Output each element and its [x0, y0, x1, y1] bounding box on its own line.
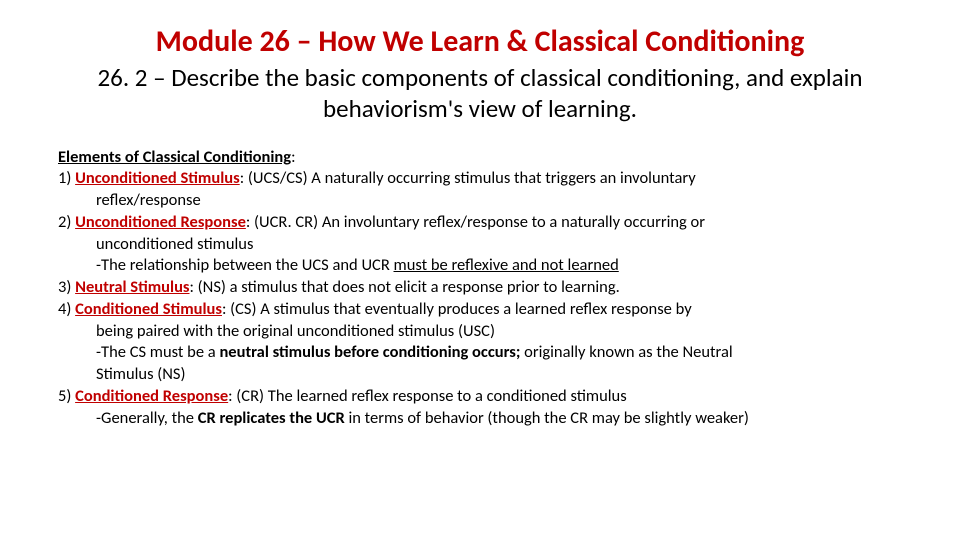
continuation: reflex/response [58, 190, 902, 212]
term: Neutral Stimulus [75, 277, 189, 297]
note: Stimulus (NS) [58, 364, 902, 386]
list-item: 4) Conditioned Stimulus: (CS) A stimulus… [58, 299, 902, 386]
term: Conditioned Stimulus [75, 299, 222, 319]
list-item: 2) Unconditioned Response: (UCR. CR) An … [58, 212, 902, 277]
note: -The CS must be a neutral stimulus befor… [58, 342, 902, 364]
definition: : (NS) a stimulus that does not elicit a… [190, 277, 620, 297]
item-number: 1) [58, 168, 71, 188]
section-header: Elements of Classical Conditioning: [58, 147, 902, 169]
section-head-text: Elements of Classical Conditioning [58, 147, 291, 167]
content-body: Elements of Classical Conditioning: 1) U… [58, 147, 902, 430]
module-title: Module 26 – How We Learn & Classical Con… [58, 24, 902, 60]
definition: : (CS) A stimulus that eventually produc… [222, 299, 692, 319]
slide: Module 26 – How We Learn & Classical Con… [0, 0, 960, 429]
continuation: being paired with the original unconditi… [58, 321, 902, 343]
continuation: unconditioned stimulus [58, 234, 902, 256]
list-item: 3) Neutral Stimulus: (NS) a stimulus tha… [58, 277, 902, 299]
term: Unconditioned Response [75, 212, 246, 232]
definition: : (UCR. CR) An involuntary reflex/respon… [246, 212, 705, 232]
note: -The relationship between the UCS and UC… [58, 255, 902, 277]
item-number: 4) [58, 299, 71, 319]
definition: : (UCS/CS) A naturally occurring stimulu… [240, 168, 696, 188]
note: -Generally, the CR replicates the UCR in… [58, 408, 902, 430]
list-item: 1) Unconditioned Stimulus: (UCS/CS) A na… [58, 168, 902, 212]
list-item: 5) Conditioned Response: (CR) The learne… [58, 386, 902, 430]
item-number: 5) [58, 386, 71, 406]
definition: : (CR) The learned reflex response to a … [228, 386, 627, 406]
term: Unconditioned Stimulus [75, 168, 240, 188]
item-number: 2) [58, 212, 71, 232]
item-number: 3) [58, 277, 71, 297]
module-subtitle: 26. 2 – Describe the basic components of… [58, 62, 902, 125]
term: Conditioned Response [75, 386, 228, 406]
